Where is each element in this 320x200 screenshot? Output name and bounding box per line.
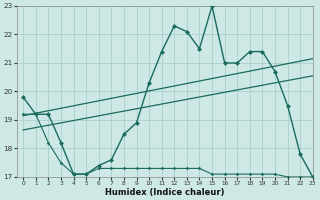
- X-axis label: Humidex (Indice chaleur): Humidex (Indice chaleur): [105, 188, 225, 197]
